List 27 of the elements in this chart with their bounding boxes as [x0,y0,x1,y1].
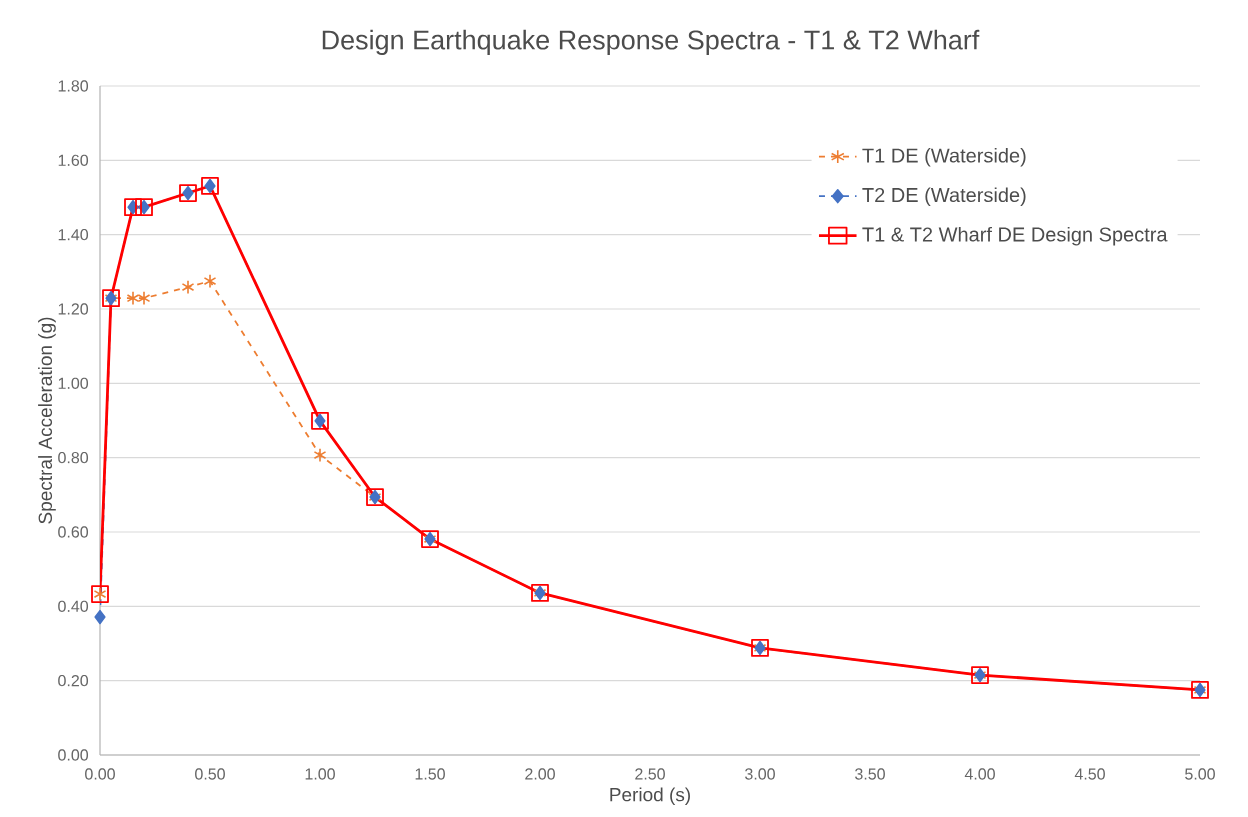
y-axis-title: Spectral Acceleration (g) [38,317,56,524]
legend-label: T1 & T2 Wharf DE Design Spectra [862,226,1168,246]
x-tick-label: 4.00 [964,768,995,780]
x-tick-label: 1.50 [415,768,445,780]
y-tick-label: 0.60 [58,526,89,538]
x-tick-label: 0.50 [195,768,225,780]
y-tick-label: 1.20 [58,303,89,315]
x-tick-label: 3.00 [745,768,775,780]
x-tick-label: 5.00 [1185,768,1215,780]
x-tick-label: 1.00 [305,768,335,780]
y-tick-label: 1.80 [58,80,89,92]
y-tick-label: 1.60 [58,154,89,166]
x-tick-label: 3.50 [855,768,885,780]
y-tick-label: 0.80 [58,451,89,464]
y-tick-label: 1.00 [58,377,89,389]
x-tick-label: 2.00 [525,768,555,780]
y-tick-label: 0.40 [58,600,89,612]
x-tick-label: 2.50 [635,768,665,780]
y-tick-label: 0.00 [58,749,89,761]
y-tick-label: 1.40 [58,228,89,241]
x-tick-label: 4.50 [1074,768,1105,780]
legend-label: T2 DE (Waterside) [862,187,1026,207]
y-tick-label: 0.20 [58,674,89,687]
legend-label: T1 DE (Waterside) [862,147,1026,167]
chart-title: Design Earthquake Response Spectra - T1 & T2 Wharf [322,29,980,55]
x-axis-title: Period (s) [610,787,690,806]
x-tick-label: 0.00 [85,768,115,780]
